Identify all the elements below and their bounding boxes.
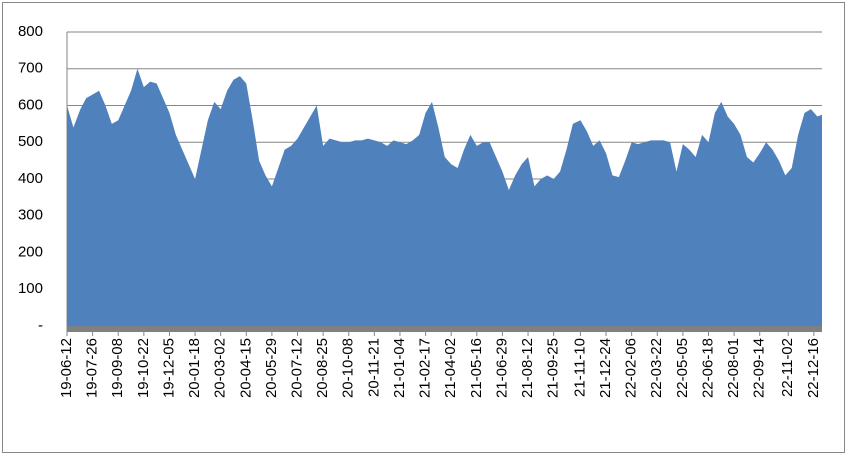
- x-tick-label: 20-07-12: [288, 338, 305, 398]
- x-tick-label: 19-12-05: [160, 338, 177, 398]
- y-tick-label: 300: [18, 207, 43, 224]
- y-tick-label: 100: [18, 280, 43, 297]
- x-tick-label: 22-05-05: [674, 338, 691, 398]
- x-tick-label: 22-03-22: [648, 338, 665, 398]
- y-tick-label: 800: [18, 23, 43, 40]
- y-tick-label: 600: [18, 96, 43, 113]
- x-tick-label: 19-07-26: [84, 338, 101, 398]
- y-tick-label: 200: [18, 243, 43, 260]
- x-tick-label: 21-02-17: [417, 338, 434, 398]
- y-tick-label: 400: [18, 170, 43, 187]
- x-tick-label: 21-04-02: [442, 338, 459, 398]
- x-tick-label: 21-08-12: [519, 338, 536, 398]
- x-tick-label: 20-08-25: [314, 338, 331, 398]
- x-tick-label: 21-06-29: [493, 338, 510, 398]
- y-tick-label: -: [38, 317, 43, 334]
- y-tick-label: 700: [18, 60, 43, 77]
- x-tick-label: 21-01-04: [391, 338, 408, 398]
- x-tick-label: 21-11-10: [571, 338, 588, 397]
- x-tick-label: 20-11-21: [365, 338, 382, 397]
- x-tick-label: 20-01-18: [186, 338, 203, 398]
- x-tick-label: 19-09-08: [109, 338, 126, 398]
- x-tick-label: 22-08-01: [725, 338, 742, 398]
- x-tick-label: 20-10-08: [340, 338, 357, 398]
- x-tick-label: 22-02-06: [623, 338, 640, 398]
- x-tick-label: 22-09-14: [751, 338, 768, 398]
- x-tick-label: 21-09-25: [545, 338, 562, 398]
- x-tick-label: 20-04-15: [237, 338, 254, 398]
- x-tick-label: 22-06-18: [699, 338, 716, 398]
- y-tick-label: 500: [18, 133, 43, 150]
- x-tick-label: 19-06-12: [58, 338, 75, 398]
- x-tick-label: 21-05-16: [468, 338, 485, 398]
- x-tick-label: 21-12-24: [597, 338, 614, 398]
- x-axis-band: [67, 326, 822, 332]
- x-tick-label: 22-12-16: [805, 338, 822, 398]
- x-tick-label: 20-03-02: [212, 338, 229, 398]
- area: [67, 68, 822, 326]
- x-tick-label: 22-11-02: [779, 338, 796, 397]
- x-tick-label: 19-10-22: [135, 338, 152, 398]
- x-tick-label: 20-05-29: [263, 338, 280, 398]
